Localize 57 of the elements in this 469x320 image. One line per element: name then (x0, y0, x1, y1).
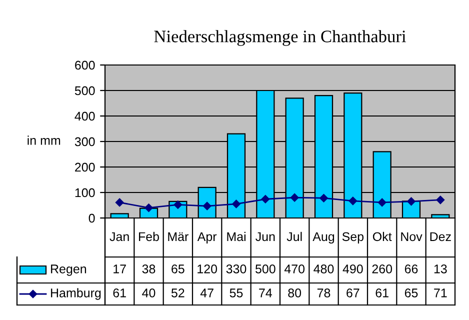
data-label: 80 (288, 288, 302, 298)
data-label: 17 (114, 264, 126, 274)
data-label: 65 (404, 288, 418, 298)
data-label: 490 (342, 264, 363, 274)
data-label: 500 (255, 264, 276, 274)
y-tick-label: 600 (75, 60, 95, 70)
x-tick-label: Jul (286, 232, 302, 242)
x-tick-label: Sep (342, 232, 364, 244)
x-tick-label: Dez (430, 232, 451, 242)
legend-label: Hamburg (51, 288, 101, 300)
data-label: 260 (372, 264, 392, 274)
data-label: 71 (434, 288, 447, 298)
data-label: 78 (317, 288, 330, 298)
data-label: 480 (314, 264, 334, 274)
x-tick-label: Jun (256, 232, 275, 242)
data-label: 67 (346, 288, 360, 298)
point (115, 198, 124, 207)
data-label: 330 (226, 264, 246, 274)
chart-title: Niederschlagsmenge in Chanthaburi (154, 30, 406, 46)
x-tick-label: Mai (227, 232, 246, 242)
point (290, 193, 299, 202)
point (320, 194, 328, 202)
data-label: 13 (434, 264, 447, 274)
y-tick-label: 500 (74, 86, 95, 96)
x-tick-label: Feb (139, 232, 159, 242)
x-tick-label: Apr (197, 232, 217, 244)
data-label: 47 (200, 288, 214, 298)
data-label: 65 (172, 264, 184, 274)
y-tick-label: 100 (75, 188, 95, 198)
point (436, 196, 445, 204)
data-label: 38 (142, 264, 156, 274)
point (407, 197, 416, 206)
data-label: 52 (171, 288, 184, 298)
data-label: 74 (259, 288, 272, 298)
point (232, 200, 240, 208)
x-tick-label: Nov (401, 232, 422, 242)
data-label: 40 (142, 288, 156, 298)
point (144, 204, 153, 212)
data-label: 120 (198, 264, 218, 274)
x-tick-label: Jan (110, 232, 129, 242)
point (378, 198, 386, 207)
x-tick-label: Okt (372, 232, 392, 242)
data-label: 470 (284, 264, 305, 274)
x-tick-label: Mär (168, 232, 188, 242)
y-tick-label: 400 (74, 112, 95, 121)
y-tick-label: 300 (74, 137, 95, 146)
legend-label: Regen (51, 264, 86, 276)
data-label: 55 (230, 288, 243, 298)
data-label: 61 (113, 288, 126, 298)
y-axis-title: in mm (28, 136, 60, 145)
data-label: 66 (404, 264, 418, 274)
x-tick-label: Aug (312, 232, 334, 244)
point (261, 195, 270, 204)
point (348, 196, 358, 206)
y-tick-label: 200 (75, 162, 95, 172)
y-tick-label: 0 (88, 214, 95, 223)
data-label: 61 (376, 288, 388, 298)
